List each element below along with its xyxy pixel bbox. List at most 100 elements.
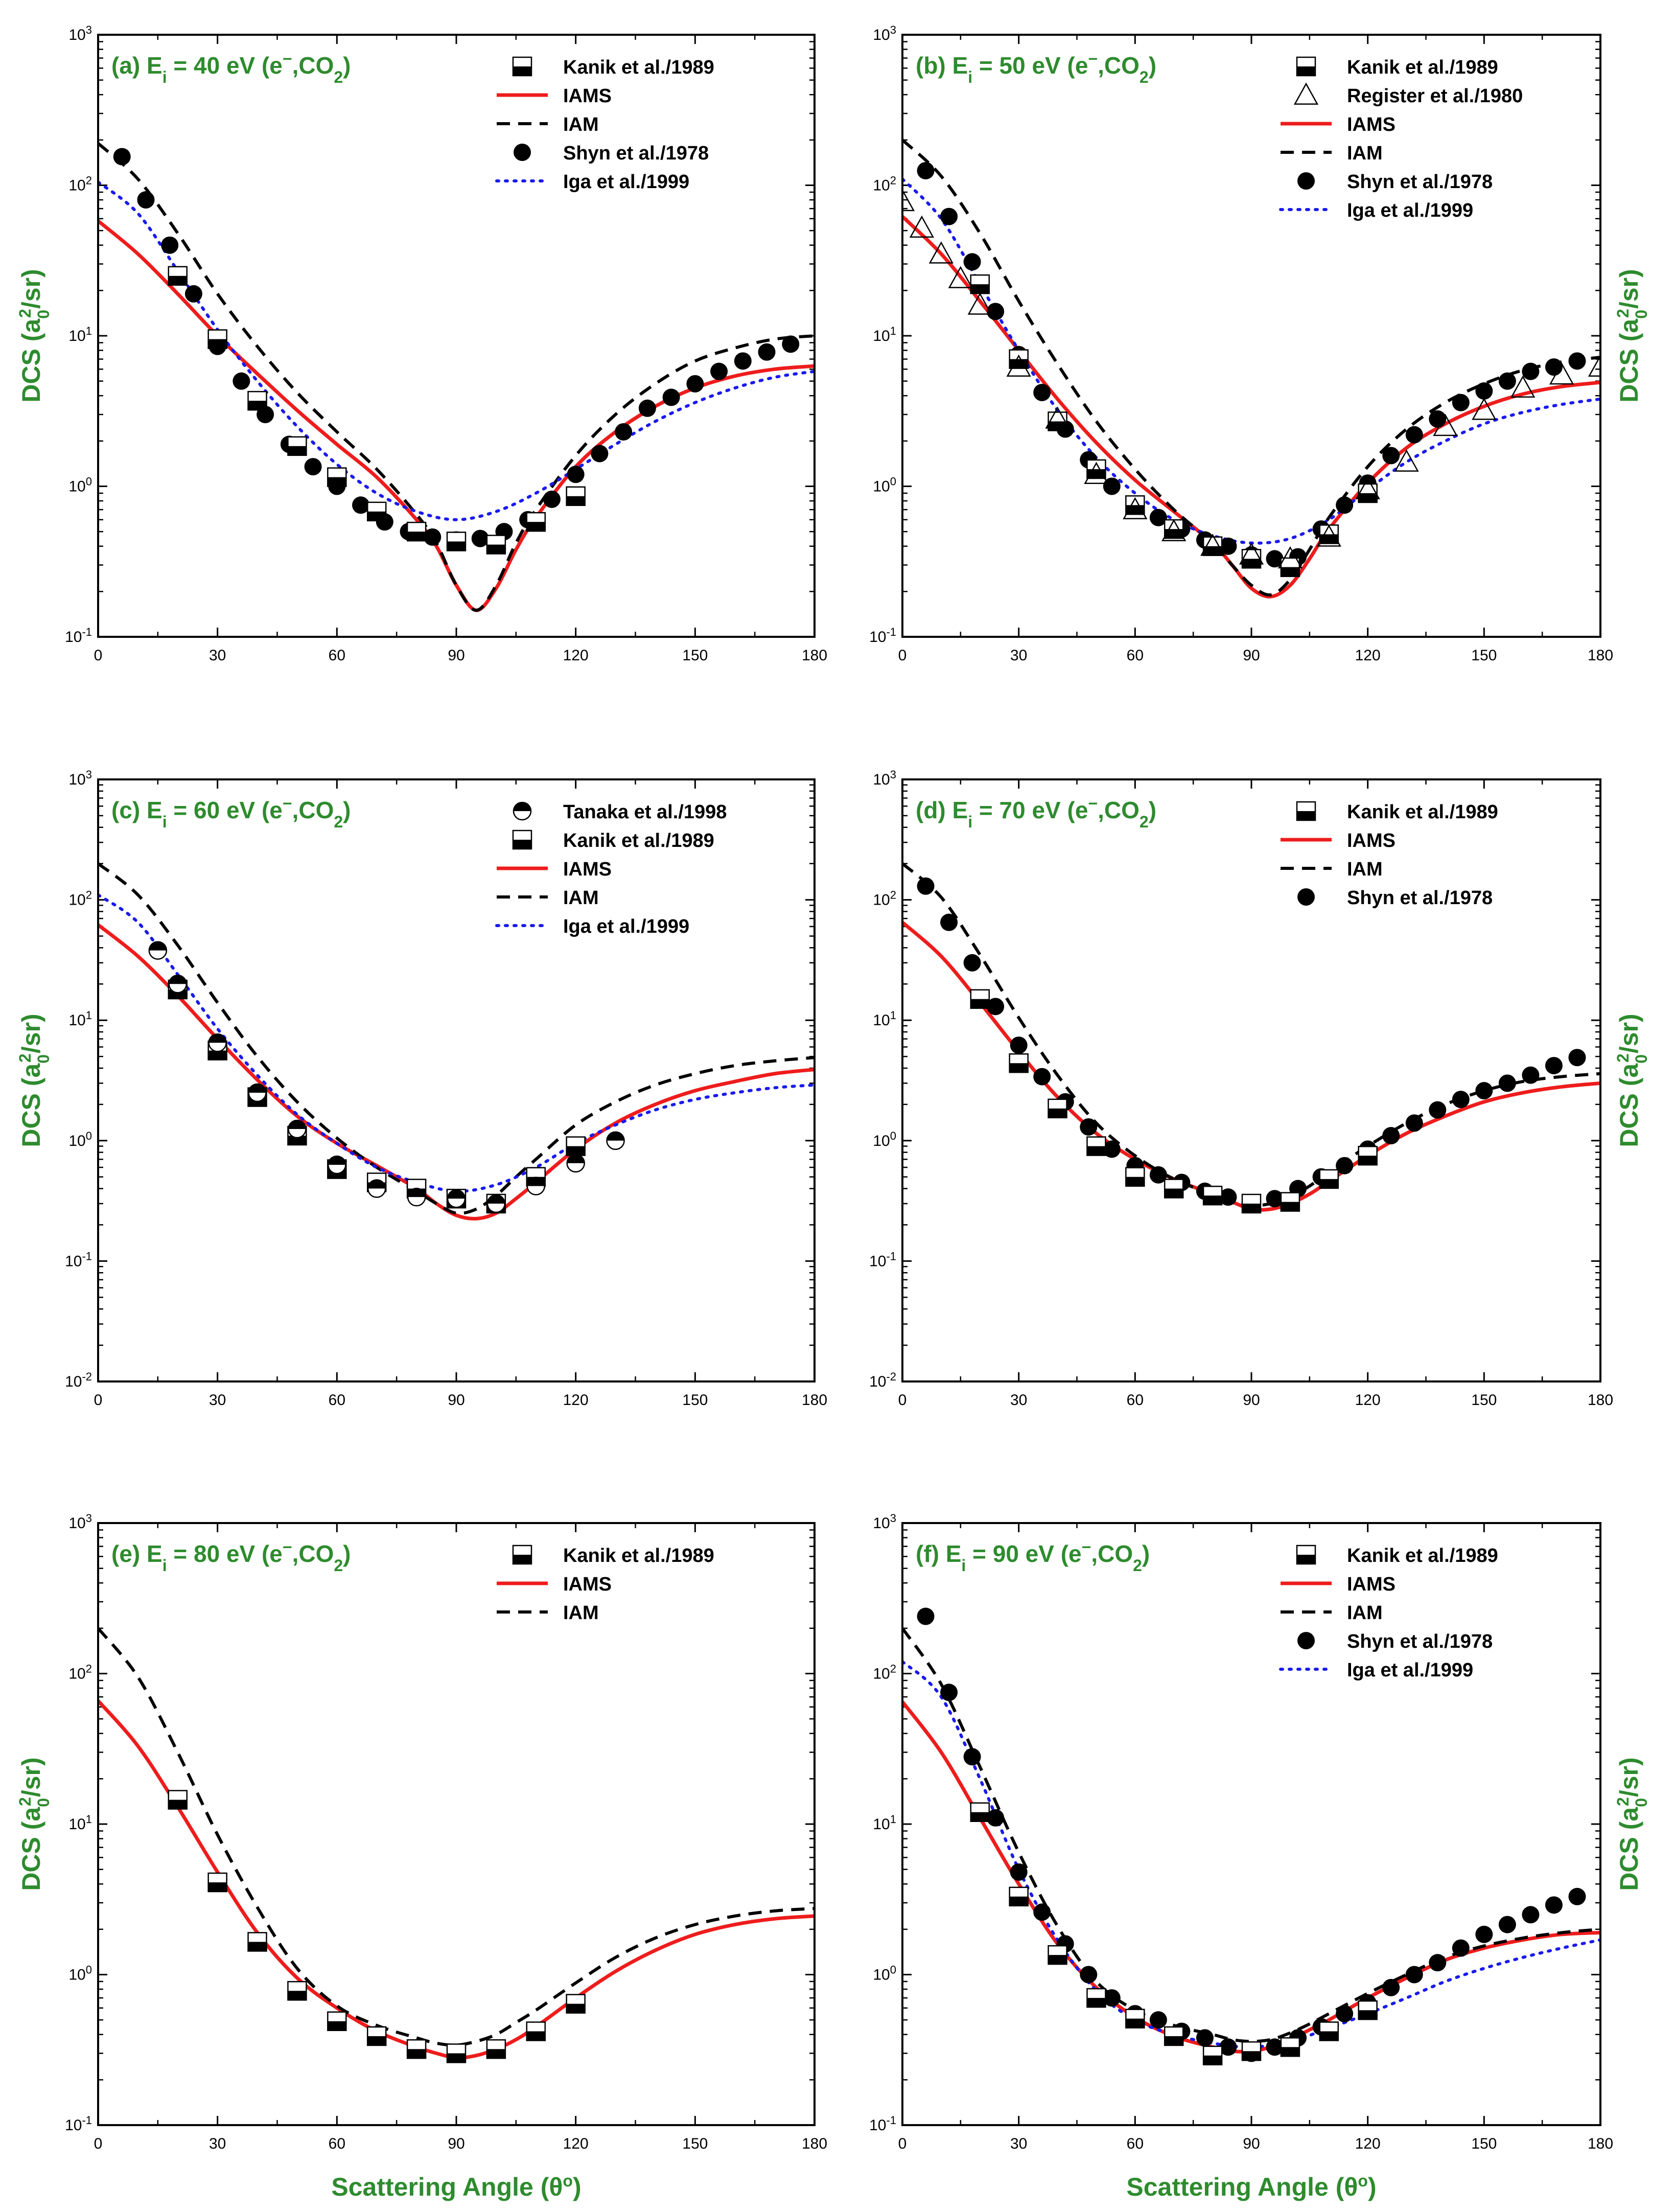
- x-tick-label: 60: [329, 2135, 345, 2152]
- register-data-point: [1123, 497, 1148, 519]
- panel-title: (d) Ei = 70 eV (e−,CO2): [916, 794, 1156, 831]
- panel-e: 0 30 60 90 120 150 180 10-1 100 101 102 103 (e) Ei =…: [16, 1512, 827, 2202]
- shyn-data-point: [1522, 1066, 1540, 1084]
- kanik-data-point: [1202, 1185, 1223, 1206]
- kanik-data-point: [1009, 1886, 1029, 1907]
- x-tick-label: 30: [1010, 647, 1027, 664]
- legend-label: Kanik et al./1989: [563, 1545, 714, 1566]
- shyn-data-point: [1452, 1939, 1470, 1957]
- x-tick-label: 30: [1010, 1392, 1027, 1409]
- shyn-data-point: [1266, 2038, 1284, 2056]
- legend-label: IAM: [1347, 1602, 1383, 1624]
- legend-label: IAMS: [563, 859, 612, 880]
- y-axis-title: DCS (a02/sr): [16, 269, 53, 402]
- kanik-data-point: [1048, 1945, 1067, 1965]
- x-tick-label: 180: [802, 1392, 827, 1409]
- legend-label: Kanik et al./1989: [563, 830, 714, 851]
- series-iam-line: [98, 142, 815, 612]
- x-tick-label: 120: [563, 2135, 589, 2152]
- shyn-data-point: [1405, 1966, 1423, 1984]
- x-tick-label: 60: [329, 1392, 345, 1409]
- shyn-data-point: [1080, 1966, 1098, 1984]
- shyn-data-point: [1266, 550, 1284, 568]
- x-tick-label: 60: [1127, 2135, 1144, 2152]
- legend-kanik-marker: [1296, 56, 1316, 77]
- x-tick-label: 30: [209, 2135, 226, 2152]
- shyn-data-point: [1033, 383, 1051, 401]
- legend-label: Register et al./1980: [1347, 85, 1523, 107]
- kanik-data-point: [1202, 2045, 1223, 2066]
- shyn-data-point: [1498, 372, 1516, 390]
- tanaka-data-point: [168, 975, 188, 994]
- plot-frame: [97, 1522, 816, 2126]
- register-data-point: [1200, 534, 1225, 556]
- shyn-data-point: [1149, 1166, 1167, 1184]
- shyn-data-point: [113, 148, 131, 166]
- legend-shyn-marker: [1297, 172, 1315, 190]
- legend-label: Iga et al./1999: [1347, 200, 1473, 221]
- shyn-data-point: [1452, 1091, 1470, 1109]
- series-iga-line: [98, 893, 815, 1193]
- x-tick-label: 150: [1471, 2135, 1497, 2152]
- x-axis-title: Scattering Angle (θo): [1126, 2172, 1376, 2201]
- x-tick-label: 150: [1471, 1392, 1497, 1409]
- shyn-data-point: [1033, 1068, 1051, 1086]
- x-tick-label: 30: [209, 647, 226, 664]
- tanaka-data-point: [407, 1187, 426, 1207]
- shyn-data-point: [1149, 509, 1167, 526]
- shyn-data-point: [1382, 1127, 1400, 1145]
- legend-register-marker: [1293, 82, 1319, 105]
- shyn-data-point: [1545, 358, 1563, 376]
- plot-area: [902, 862, 1600, 1214]
- kanik-data-point: [1164, 1179, 1184, 1199]
- tanaka-data-point: [328, 1155, 346, 1174]
- plot-area: [98, 142, 815, 612]
- y-tick-label: 101: [873, 1009, 896, 1029]
- x-tick-label: 0: [94, 647, 103, 664]
- kanik-data-point: [446, 532, 467, 551]
- register-data-point: [1006, 354, 1031, 377]
- y-tick-label: 100: [68, 1129, 92, 1149]
- legend-label: Shyn et al./1978: [1347, 887, 1493, 909]
- shyn-data-point: [1336, 1157, 1354, 1174]
- legend-label: Kanik et al./1989: [1347, 801, 1498, 823]
- plot-area: [902, 1607, 1600, 2066]
- kanik-data-point: [366, 501, 387, 522]
- legend-label: Kanik et al./1989: [1347, 57, 1498, 78]
- shyn-data-point: [591, 445, 609, 463]
- y-axis-title: DCS (a02/sr): [16, 1757, 53, 1891]
- shyn-data-point: [1336, 2004, 1354, 2022]
- shyn-data-point: [1545, 1056, 1563, 1074]
- register-data-point: [1239, 542, 1264, 565]
- shyn-data-point: [1010, 1036, 1028, 1054]
- y-tick-label: 102: [873, 174, 896, 194]
- shyn-data-point: [543, 490, 561, 508]
- kanik-data-point: [970, 274, 990, 294]
- y-tick-label: 101: [873, 1813, 896, 1833]
- shyn-data-point: [615, 423, 633, 441]
- panel-f: 0 30 60 90 120 150 180 10-1 100 101 102 103 (f) Ei =…: [869, 1512, 1650, 2202]
- kanik-data-point: [566, 486, 586, 506]
- shyn-data-point: [782, 335, 800, 353]
- shyn-data-point: [352, 496, 370, 514]
- shyn-data-point: [1475, 1925, 1493, 1943]
- x-tick-label: 120: [563, 647, 589, 664]
- kanik-data-point: [287, 436, 307, 456]
- plot-frame: [901, 778, 1601, 1382]
- register-data-point: [928, 241, 954, 264]
- y-tick-label: 10-2: [65, 1370, 92, 1391]
- shyn-data-point: [1149, 2011, 1167, 2029]
- x-tick-label: 60: [1127, 647, 1144, 664]
- plot-frame: [97, 778, 816, 1382]
- kanik-data-point: [1048, 1098, 1067, 1119]
- shyn-data-point: [184, 285, 202, 303]
- y-axis-title: DCS (a02/sr): [16, 1013, 53, 1147]
- x-tick-label: 180: [1588, 2135, 1613, 2152]
- y-tick-label: 102: [68, 1662, 92, 1683]
- series-iga-line: [902, 177, 1600, 545]
- kanik-data-point: [406, 521, 427, 542]
- y-tick-label: 100: [68, 1963, 92, 1984]
- register-data-point: [1084, 462, 1109, 485]
- x-tick-label: 180: [1588, 647, 1613, 664]
- y-tick-label: 102: [873, 1662, 896, 1683]
